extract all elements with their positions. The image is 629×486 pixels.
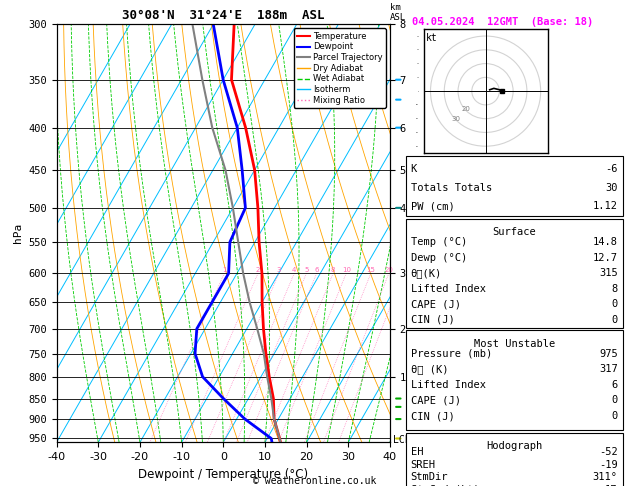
- Text: Hodograph: Hodograph: [486, 441, 542, 451]
- Text: 17: 17: [605, 485, 618, 486]
- Text: StmDir: StmDir: [411, 472, 448, 482]
- Text: 1.12: 1.12: [593, 201, 618, 211]
- Text: 15: 15: [366, 267, 376, 273]
- Text: Pressure (mb): Pressure (mb): [411, 349, 492, 359]
- Text: 14.8: 14.8: [593, 237, 618, 247]
- Text: 975: 975: [599, 349, 618, 359]
- Text: © weatheronline.co.uk: © weatheronline.co.uk: [253, 476, 376, 486]
- Text: 0: 0: [611, 396, 618, 405]
- Text: 0: 0: [611, 411, 618, 421]
- Text: PW (cm): PW (cm): [411, 201, 455, 211]
- Text: StmSpd (kt): StmSpd (kt): [411, 485, 479, 486]
- Text: -19: -19: [599, 460, 618, 469]
- Text: 1: 1: [222, 267, 226, 273]
- Text: 317: 317: [599, 364, 618, 374]
- Text: θᴄ(K): θᴄ(K): [411, 268, 442, 278]
- Text: 12.7: 12.7: [593, 253, 618, 262]
- Text: km
ASL: km ASL: [390, 3, 406, 22]
- Text: 0: 0: [611, 299, 618, 309]
- Text: kt: kt: [426, 33, 438, 43]
- Text: Dewp (°C): Dewp (°C): [411, 253, 467, 262]
- Text: 311°: 311°: [593, 472, 618, 482]
- Text: CIN (J): CIN (J): [411, 315, 455, 325]
- Text: 30: 30: [605, 183, 618, 192]
- Text: Lifted Index: Lifted Index: [411, 284, 486, 294]
- Text: Totals Totals: Totals Totals: [411, 183, 492, 192]
- Y-axis label: hPa: hPa: [13, 223, 23, 243]
- Text: Surface: Surface: [493, 227, 536, 238]
- Text: EH: EH: [411, 447, 423, 457]
- Text: 4: 4: [292, 267, 296, 273]
- Text: Most Unstable: Most Unstable: [474, 339, 555, 349]
- Text: 04.05.2024  12GMT  (Base: 18): 04.05.2024 12GMT (Base: 18): [412, 17, 593, 27]
- Text: 2: 2: [256, 267, 260, 273]
- Text: K: K: [411, 164, 417, 174]
- Text: Lifted Index: Lifted Index: [411, 380, 486, 390]
- Text: 5: 5: [304, 267, 309, 273]
- X-axis label: Dewpoint / Temperature (°C): Dewpoint / Temperature (°C): [138, 468, 308, 481]
- Text: 20: 20: [384, 267, 393, 273]
- Text: -52: -52: [599, 447, 618, 457]
- Text: 315: 315: [599, 268, 618, 278]
- Text: 3: 3: [277, 267, 281, 273]
- Legend: Temperature, Dewpoint, Parcel Trajectory, Dry Adiabat, Wet Adiabat, Isotherm, Mi: Temperature, Dewpoint, Parcel Trajectory…: [294, 29, 386, 108]
- Text: θᴄ (K): θᴄ (K): [411, 364, 448, 374]
- Y-axis label: Mixing Ratio (g/kg): Mixing Ratio (g/kg): [409, 187, 419, 279]
- Text: 8: 8: [331, 267, 335, 273]
- Text: 10: 10: [342, 267, 351, 273]
- Text: 20: 20: [461, 106, 470, 112]
- Title: 30°08'N  31°24'E  188m  ASL: 30°08'N 31°24'E 188m ASL: [122, 9, 325, 22]
- Text: 6: 6: [314, 267, 319, 273]
- Text: CAPE (J): CAPE (J): [411, 299, 460, 309]
- Text: 30: 30: [452, 116, 460, 122]
- Text: SREH: SREH: [411, 460, 436, 469]
- Text: CAPE (J): CAPE (J): [411, 396, 460, 405]
- Text: Temp (°C): Temp (°C): [411, 237, 467, 247]
- Text: 8: 8: [611, 284, 618, 294]
- Text: 6: 6: [611, 380, 618, 390]
- Text: LCL: LCL: [393, 435, 411, 445]
- Text: 0: 0: [611, 315, 618, 325]
- Text: CIN (J): CIN (J): [411, 411, 455, 421]
- Text: -6: -6: [605, 164, 618, 174]
